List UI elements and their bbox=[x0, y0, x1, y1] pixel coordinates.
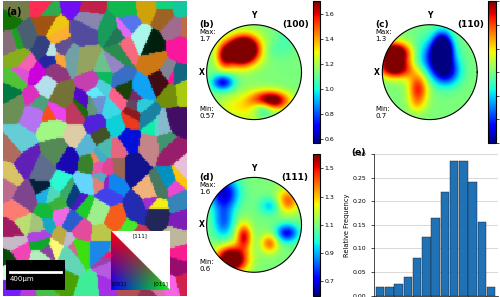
Text: Y: Y bbox=[252, 164, 257, 173]
Text: (111): (111) bbox=[282, 173, 308, 182]
Bar bbox=[413, 258, 422, 296]
Text: 400μm: 400μm bbox=[10, 276, 34, 282]
FancyBboxPatch shape bbox=[6, 260, 65, 290]
Bar bbox=[487, 287, 496, 296]
Bar bbox=[376, 287, 384, 296]
Text: (d): (d) bbox=[200, 173, 214, 182]
Bar bbox=[432, 218, 440, 296]
Text: X: X bbox=[374, 68, 380, 77]
Text: (c): (c) bbox=[375, 20, 389, 29]
Text: (100): (100) bbox=[282, 20, 308, 29]
Text: Max:
1.7: Max: 1.7 bbox=[200, 29, 216, 42]
Text: (110): (110) bbox=[458, 20, 484, 29]
Text: X: X bbox=[198, 68, 204, 77]
Bar bbox=[440, 192, 449, 296]
Bar bbox=[394, 284, 403, 296]
Text: Max:
1.6: Max: 1.6 bbox=[200, 182, 216, 195]
Text: (e): (e) bbox=[352, 148, 366, 157]
Text: Y: Y bbox=[252, 11, 257, 20]
Bar bbox=[450, 161, 458, 296]
Polygon shape bbox=[206, 177, 302, 272]
Bar bbox=[468, 182, 477, 296]
Bar bbox=[478, 222, 486, 296]
Bar bbox=[385, 287, 394, 296]
Text: Min:
0.7: Min: 0.7 bbox=[375, 106, 390, 119]
Text: (b): (b) bbox=[200, 20, 214, 29]
Text: Max:
1.3: Max: 1.3 bbox=[375, 29, 392, 42]
Bar bbox=[459, 161, 468, 296]
Text: Y: Y bbox=[427, 11, 432, 20]
Polygon shape bbox=[206, 25, 302, 120]
Text: X: X bbox=[198, 220, 204, 229]
Y-axis label: Relative Frequency: Relative Frequency bbox=[344, 193, 349, 257]
Bar bbox=[422, 237, 430, 296]
Text: Min:
0.57: Min: 0.57 bbox=[200, 106, 215, 119]
Polygon shape bbox=[382, 25, 477, 120]
Text: Min:
0.6: Min: 0.6 bbox=[200, 259, 214, 272]
Text: (a): (a) bbox=[6, 7, 22, 17]
Bar bbox=[404, 277, 412, 296]
